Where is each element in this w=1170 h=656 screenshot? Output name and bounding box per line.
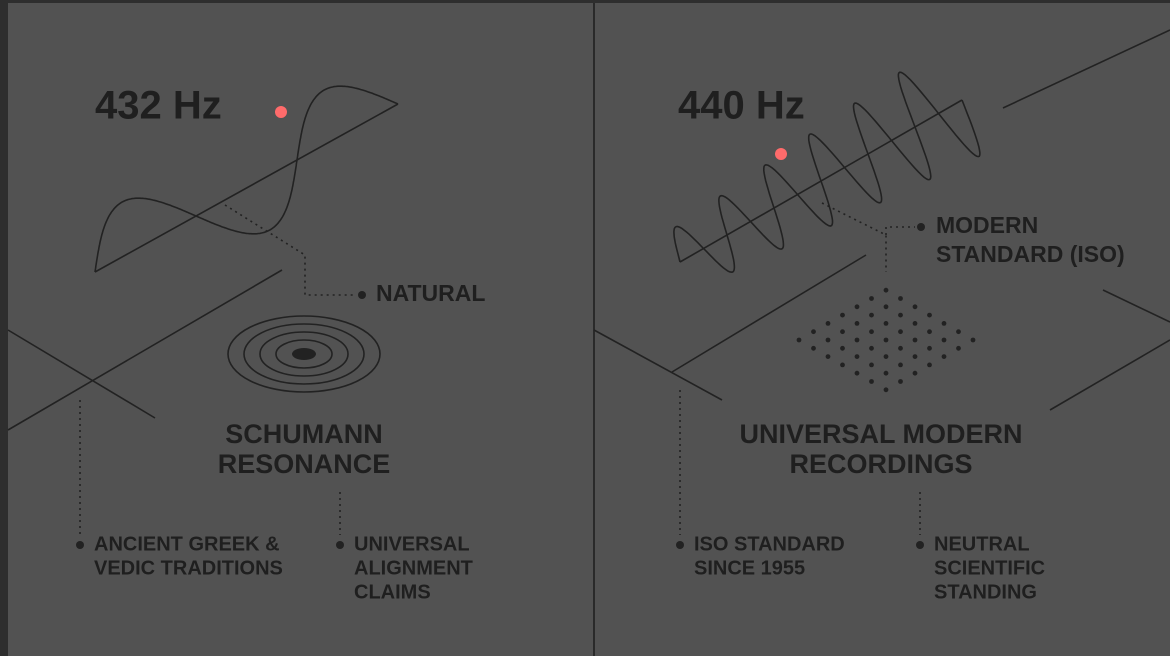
grid-dot: [884, 321, 889, 326]
frequency-label: 432 Hz: [95, 84, 222, 128]
callout-text: NATURAL: [376, 280, 485, 306]
grid-dot: [884, 354, 889, 359]
grid-dot: [826, 354, 831, 359]
grid-dot: [869, 379, 874, 384]
grid-dot: [898, 329, 903, 334]
grid-dot: [869, 363, 874, 368]
grid-dot: [884, 304, 889, 309]
note-text: ISO STANDARD: [694, 533, 845, 555]
grid-dot: [869, 346, 874, 351]
grid-dot: [913, 371, 918, 376]
grid-dot: [898, 313, 903, 318]
grid-dot: [913, 354, 918, 359]
grid-dot: [884, 387, 889, 392]
note-text: UNIVERSAL: [354, 533, 470, 555]
grid-dot: [855, 338, 860, 343]
grid-dot: [913, 321, 918, 326]
bullet: [76, 541, 84, 549]
grid-dot: [840, 363, 845, 368]
grid-dot: [826, 321, 831, 326]
grid-dot: [942, 321, 947, 326]
grid-dot: [855, 371, 860, 376]
grid-dot: [913, 338, 918, 343]
infographic: 432 Hz NATURAL SCHUMANNRESONANCE ANCIENT GR…: [0, 0, 1170, 656]
grid-dot: [898, 296, 903, 301]
bullet: [676, 541, 684, 549]
grid-dot: [884, 338, 889, 343]
note-text: SCIENTIFIC: [934, 557, 1045, 579]
grid-dot: [840, 329, 845, 334]
note-text: STANDING: [934, 581, 1037, 603]
bullet: [916, 541, 924, 549]
heading-text: UNIVERSAL MODERN: [739, 419, 1022, 449]
note-text: VEDIC TRADITIONS: [94, 557, 283, 579]
heading-text: RECORDINGS: [789, 449, 972, 479]
grid-dot: [797, 338, 802, 343]
heading-text: RESONANCE: [218, 449, 391, 479]
note-text: ANCIENT GREEK &: [94, 533, 280, 555]
heading-text: SCHUMANN: [225, 419, 383, 449]
peak-dot: [775, 148, 787, 160]
grid-dot: [927, 363, 932, 368]
grid-dot: [811, 329, 816, 334]
grid-dot: [913, 304, 918, 309]
grid-dot: [942, 338, 947, 343]
grid-dot: [884, 371, 889, 376]
grid-dot: [826, 338, 831, 343]
grid-dot: [956, 329, 961, 334]
callout-text: MODERN: [936, 212, 1038, 238]
grid-dot: [840, 313, 845, 318]
peak-dot: [275, 106, 287, 118]
grid-dot: [869, 296, 874, 301]
callout-text: STANDARD (ISO): [936, 241, 1125, 267]
grid-dot: [811, 346, 816, 351]
note-text: SINCE 1955: [694, 557, 805, 579]
bullet: [917, 223, 925, 231]
grid-dot: [840, 346, 845, 351]
grid-dot: [898, 379, 903, 384]
grid-dot: [855, 321, 860, 326]
note-text: NEUTRAL: [934, 533, 1030, 555]
grid-dot: [869, 313, 874, 318]
grid-dot: [884, 288, 889, 293]
note-text: CLAIMS: [354, 581, 431, 603]
grid-dot: [869, 329, 874, 334]
grid-dot: [898, 363, 903, 368]
bullet: [358, 291, 366, 299]
note-text: ALIGNMENT: [354, 557, 473, 579]
grid-dot: [927, 313, 932, 318]
grid-dot: [956, 346, 961, 351]
grid-dot: [855, 304, 860, 309]
grid-dot: [898, 346, 903, 351]
grid-dot: [971, 338, 976, 343]
frequency-label: 440 Hz: [678, 84, 805, 128]
grid-dot: [855, 354, 860, 359]
grid-dot: [927, 329, 932, 334]
ripple-core: [292, 348, 316, 360]
grid-dot: [927, 346, 932, 351]
bullet: [336, 541, 344, 549]
grid-dot: [942, 354, 947, 359]
